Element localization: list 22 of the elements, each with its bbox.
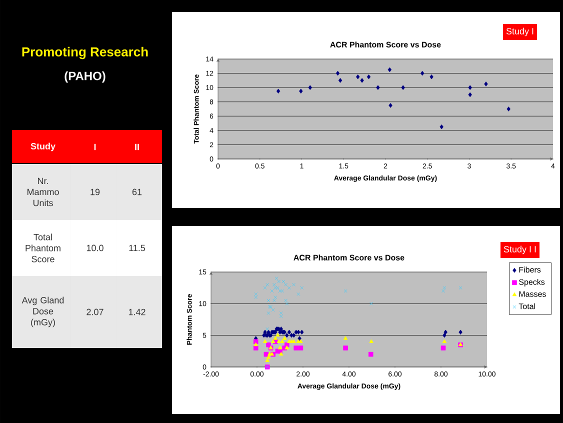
legend-title: Study: [30, 142, 56, 152]
chart-title: ACR Phantom Score vs Dose: [294, 254, 404, 260]
category-label: Nr. Mammo Units: [27, 178, 59, 206]
chart-title: ACR Phantom Score vs Dose: [330, 42, 441, 48]
category-label: Avg Gland Dose (mGy): [22, 296, 64, 328]
legend-label: Masses: [519, 291, 546, 297]
legend-label: Fibers: [519, 266, 541, 273]
category-label: Total Phantom Score: [26, 234, 60, 262]
text: Study I I: [504, 246, 536, 254]
text: Promoting Research: [22, 46, 148, 60]
series-label: II: [135, 144, 139, 150]
data-label: 19: [90, 188, 100, 196]
data-label: 10.0: [86, 244, 104, 252]
legend-label: Total: [518, 303, 536, 310]
series-label: I: [94, 144, 96, 150]
legend-label: Specks: [519, 278, 545, 286]
data-label: 2.07: [86, 308, 104, 316]
text: Study I: [506, 28, 534, 36]
data-label: 1.42: [128, 308, 146, 316]
data-label: 11.5: [129, 244, 146, 252]
text: (PAHO): [64, 71, 106, 83]
data-label: 61: [132, 188, 142, 196]
